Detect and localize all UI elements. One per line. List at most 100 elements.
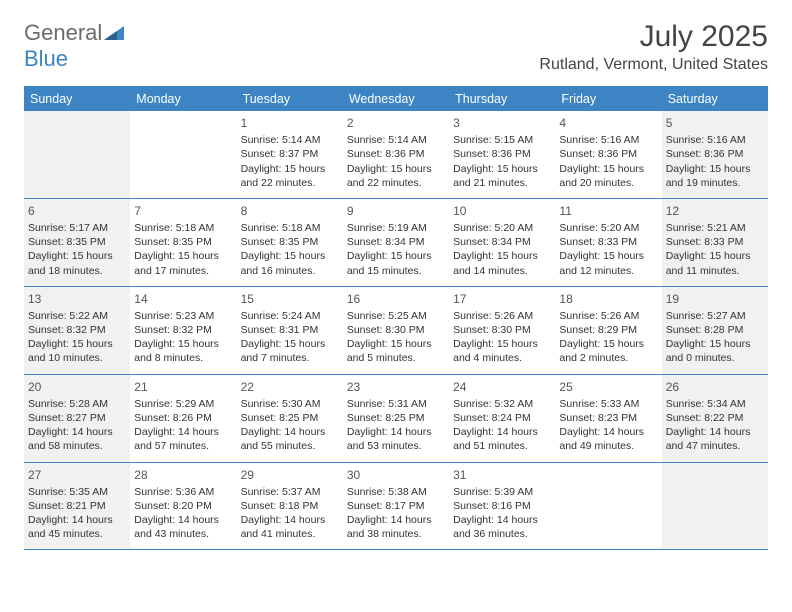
day-info-line: Sunset: 8:25 PM [241,411,339,425]
day-info-line: Daylight: 14 hours [559,425,657,439]
day-cell [662,463,768,550]
day-headers-row: SundayMondayTuesdayWednesdayThursdayFrid… [24,88,768,111]
day-cell: 11Sunrise: 5:20 AMSunset: 8:33 PMDayligh… [555,199,661,286]
day-info-line: Daylight: 15 hours [28,337,126,351]
day-number: 2 [347,115,445,131]
week-row: 13Sunrise: 5:22 AMSunset: 8:32 PMDayligh… [24,287,768,375]
day-header: Wednesday [343,88,449,111]
day-info-line: Daylight: 15 hours [28,249,126,263]
day-info-line: and 53 minutes. [347,439,445,453]
day-cell: 17Sunrise: 5:26 AMSunset: 8:30 PMDayligh… [449,287,555,374]
day-info-line: Daylight: 14 hours [28,513,126,527]
day-info-line: Sunrise: 5:16 AM [666,133,764,147]
day-number: 13 [28,291,126,307]
day-cell: 4Sunrise: 5:16 AMSunset: 8:36 PMDaylight… [555,111,661,198]
day-info-line: Sunrise: 5:15 AM [453,133,551,147]
day-info-line: and 21 minutes. [453,176,551,190]
day-number: 14 [134,291,232,307]
day-info-line: Sunrise: 5:32 AM [453,397,551,411]
day-info-line: Sunset: 8:32 PM [28,323,126,337]
day-number: 7 [134,203,232,219]
day-header: Friday [555,88,661,111]
day-info-line: Sunrise: 5:26 AM [559,309,657,323]
day-cell: 21Sunrise: 5:29 AMSunset: 8:26 PMDayligh… [130,375,236,462]
day-info-line: Sunrise: 5:22 AM [28,309,126,323]
day-number: 25 [559,379,657,395]
day-info-line: Daylight: 14 hours [241,425,339,439]
day-info-line: and 7 minutes. [241,351,339,365]
day-info-line: Sunset: 8:29 PM [559,323,657,337]
day-number: 8 [241,203,339,219]
day-info-line: Sunset: 8:25 PM [347,411,445,425]
day-info-line: Sunrise: 5:26 AM [453,309,551,323]
day-cell: 10Sunrise: 5:20 AMSunset: 8:34 PMDayligh… [449,199,555,286]
day-info-line: Sunrise: 5:18 AM [134,221,232,235]
day-info-line: and 16 minutes. [241,264,339,278]
day-info-line: Daylight: 14 hours [453,513,551,527]
day-number: 4 [559,115,657,131]
week-row: 6Sunrise: 5:17 AMSunset: 8:35 PMDaylight… [24,199,768,287]
day-info-line: and 49 minutes. [559,439,657,453]
day-info-line: Sunrise: 5:33 AM [559,397,657,411]
day-number: 29 [241,467,339,483]
day-cell: 14Sunrise: 5:23 AMSunset: 8:32 PMDayligh… [130,287,236,374]
title-block: July 2025 Rutland, Vermont, United State… [539,20,768,74]
day-cell: 27Sunrise: 5:35 AMSunset: 8:21 PMDayligh… [24,463,130,550]
day-number: 27 [28,467,126,483]
day-number: 18 [559,291,657,307]
day-info-line: Sunrise: 5:20 AM [453,221,551,235]
day-info-line: and 22 minutes. [241,176,339,190]
day-info-line: Sunset: 8:35 PM [241,235,339,249]
day-number: 1 [241,115,339,131]
day-info-line: Daylight: 14 hours [241,513,339,527]
day-cell: 6Sunrise: 5:17 AMSunset: 8:35 PMDaylight… [24,199,130,286]
day-info-line: Daylight: 15 hours [241,337,339,351]
day-info-line: Sunset: 8:24 PM [453,411,551,425]
day-cell: 8Sunrise: 5:18 AMSunset: 8:35 PMDaylight… [237,199,343,286]
day-info-line: Sunset: 8:36 PM [453,147,551,161]
location-text: Rutland, Vermont, United States [539,56,768,74]
day-number: 17 [453,291,551,307]
day-info-line: Daylight: 15 hours [347,337,445,351]
day-cell: 22Sunrise: 5:30 AMSunset: 8:25 PMDayligh… [237,375,343,462]
day-info-line: Sunrise: 5:28 AM [28,397,126,411]
day-info-line: Daylight: 14 hours [453,425,551,439]
day-info-line: and 2 minutes. [559,351,657,365]
day-cell: 1Sunrise: 5:14 AMSunset: 8:37 PMDaylight… [237,111,343,198]
day-info-line: Sunset: 8:33 PM [559,235,657,249]
day-info-line: Daylight: 14 hours [134,513,232,527]
day-info-line: Sunset: 8:35 PM [134,235,232,249]
logo: GeneralBlue [24,20,124,72]
day-number: 24 [453,379,551,395]
day-info-line: Daylight: 15 hours [559,249,657,263]
day-header: Thursday [449,88,555,111]
day-info-line: Sunrise: 5:18 AM [241,221,339,235]
day-info-line: Sunset: 8:22 PM [666,411,764,425]
day-info-line: Sunset: 8:36 PM [347,147,445,161]
day-info-line: Sunset: 8:31 PM [241,323,339,337]
day-info-line: Sunset: 8:34 PM [347,235,445,249]
day-info-line: Sunrise: 5:34 AM [666,397,764,411]
day-info-line: Sunset: 8:28 PM [666,323,764,337]
day-info-line: Sunrise: 5:35 AM [28,485,126,499]
day-info-line: Sunrise: 5:39 AM [453,485,551,499]
day-info-line: and 58 minutes. [28,439,126,453]
month-title: July 2025 [539,20,768,54]
day-info-line: Daylight: 14 hours [134,425,232,439]
day-header: Saturday [662,88,768,111]
day-info-line: Daylight: 15 hours [453,337,551,351]
day-info-line: Sunset: 8:36 PM [666,147,764,161]
day-info-line: Sunrise: 5:24 AM [241,309,339,323]
day-info-line: and 19 minutes. [666,176,764,190]
day-cell [555,463,661,550]
day-info-line: and 20 minutes. [559,176,657,190]
day-cell: 18Sunrise: 5:26 AMSunset: 8:29 PMDayligh… [555,287,661,374]
day-info-line: Sunset: 8:37 PM [241,147,339,161]
day-info-line: and 14 minutes. [453,264,551,278]
day-info-line: Daylight: 15 hours [347,162,445,176]
day-info-line: and 38 minutes. [347,527,445,541]
day-info-line: Sunset: 8:30 PM [347,323,445,337]
day-info-line: and 12 minutes. [559,264,657,278]
week-row: 27Sunrise: 5:35 AMSunset: 8:21 PMDayligh… [24,463,768,551]
week-row: 1Sunrise: 5:14 AMSunset: 8:37 PMDaylight… [24,111,768,199]
